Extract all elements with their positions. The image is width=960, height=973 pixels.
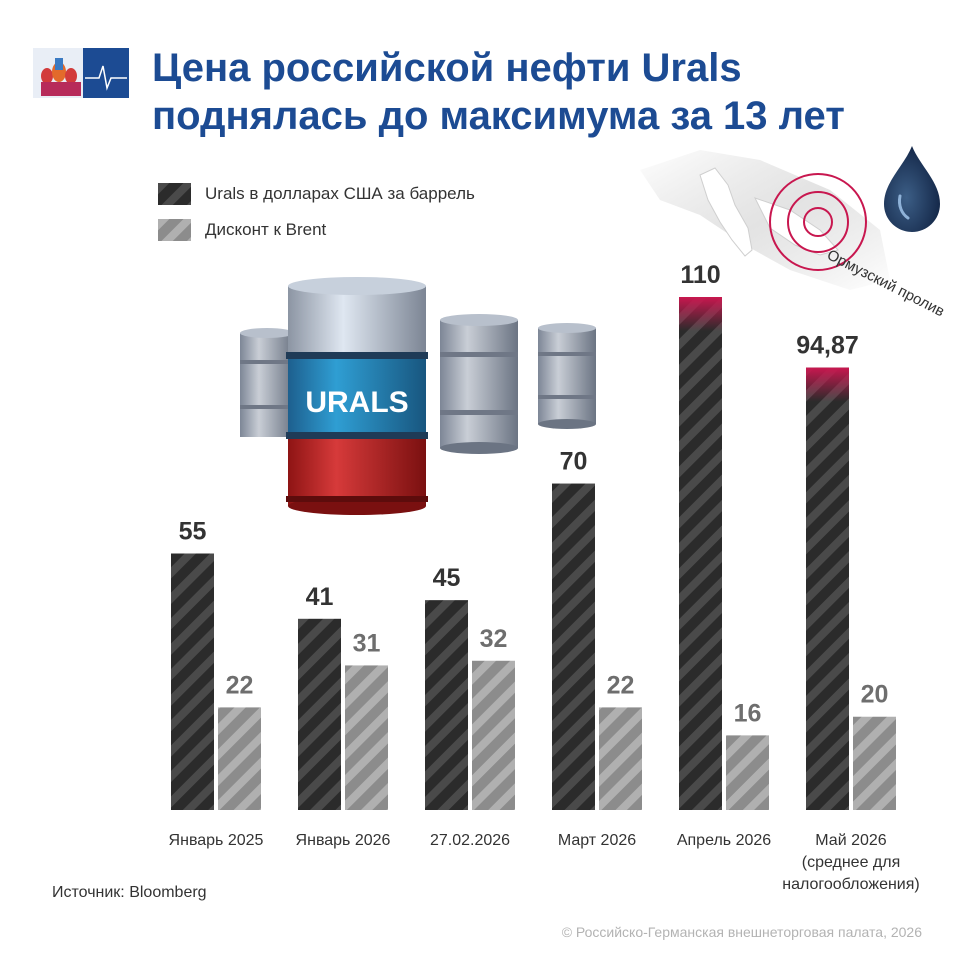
data-label-discount: 20 xyxy=(861,681,889,709)
bar-discount xyxy=(599,707,642,810)
logo-icon xyxy=(33,48,129,98)
barrel-label: URALS xyxy=(305,386,408,419)
bar-discount xyxy=(726,735,769,810)
bar-urals xyxy=(806,367,849,810)
bar-urals xyxy=(679,297,722,810)
data-label-discount: 22 xyxy=(226,671,254,699)
legend-item-urals: Urals в долларах США за баррель xyxy=(158,176,475,212)
category-label: Январь 2025 xyxy=(169,832,264,849)
data-label-urals: 55 xyxy=(179,518,207,546)
category-label: 27.02.2026 xyxy=(430,832,510,849)
page-title: Цена российской нефти Urals поднялась до… xyxy=(152,44,942,140)
bar-highlight xyxy=(679,297,722,331)
legend-item-discount: Дисконт к Brent xyxy=(158,212,475,248)
hormuz-map xyxy=(640,150,890,290)
legend-label-urals: Urals в долларах США за баррель xyxy=(205,184,475,203)
bar-discount xyxy=(218,707,261,810)
bar-discount xyxy=(853,716,896,810)
barrels-illustration xyxy=(240,277,596,515)
category-label: Апрель 2026 xyxy=(677,832,771,849)
category-label: Март 2026 xyxy=(558,832,636,849)
data-label-urals: 70 xyxy=(560,448,588,476)
bar-urals xyxy=(171,553,214,810)
bars: 55 22 Январь 2025 41 31 Январь 2026 45 32 27.02.… xyxy=(169,261,920,893)
bar-highlight xyxy=(806,367,849,402)
legend-swatch-discount xyxy=(158,219,191,241)
data-label-discount: 31 xyxy=(353,629,381,657)
title-line-1: Цена российской нефти Urals xyxy=(152,46,742,90)
category-sublabel: (среднее для xyxy=(802,854,901,871)
category-sublabel: налогообложения) xyxy=(782,876,919,893)
data-label-discount: 16 xyxy=(734,699,762,727)
data-label-discount: 22 xyxy=(607,671,635,699)
bar-urals xyxy=(298,618,341,810)
bar-discount xyxy=(472,660,515,810)
bar-urals xyxy=(425,600,468,810)
legend-swatch-urals xyxy=(158,183,191,205)
data-label-urals: 94,87 xyxy=(796,332,859,360)
data-label-discount: 32 xyxy=(480,625,508,653)
bar-urals xyxy=(552,483,595,810)
copyright-note: © Российско-Германская внешнеторговая па… xyxy=(561,924,922,940)
category-label: Май 2026 xyxy=(815,832,886,849)
legend: Urals в долларах США за баррель Дисконт … xyxy=(158,176,475,248)
legend-label-discount: Дисконт к Brent xyxy=(205,220,327,239)
title-line-2: поднялась до максимума за 13 лет xyxy=(152,94,845,138)
data-label-urals: 110 xyxy=(680,261,720,289)
data-label-urals: 41 xyxy=(306,583,334,611)
source-note: Источник: Bloomberg xyxy=(52,884,207,901)
category-label: Январь 2026 xyxy=(296,832,391,849)
data-label-urals: 45 xyxy=(433,564,461,592)
oil-drop-icon xyxy=(884,146,940,232)
bar-discount xyxy=(345,665,388,810)
